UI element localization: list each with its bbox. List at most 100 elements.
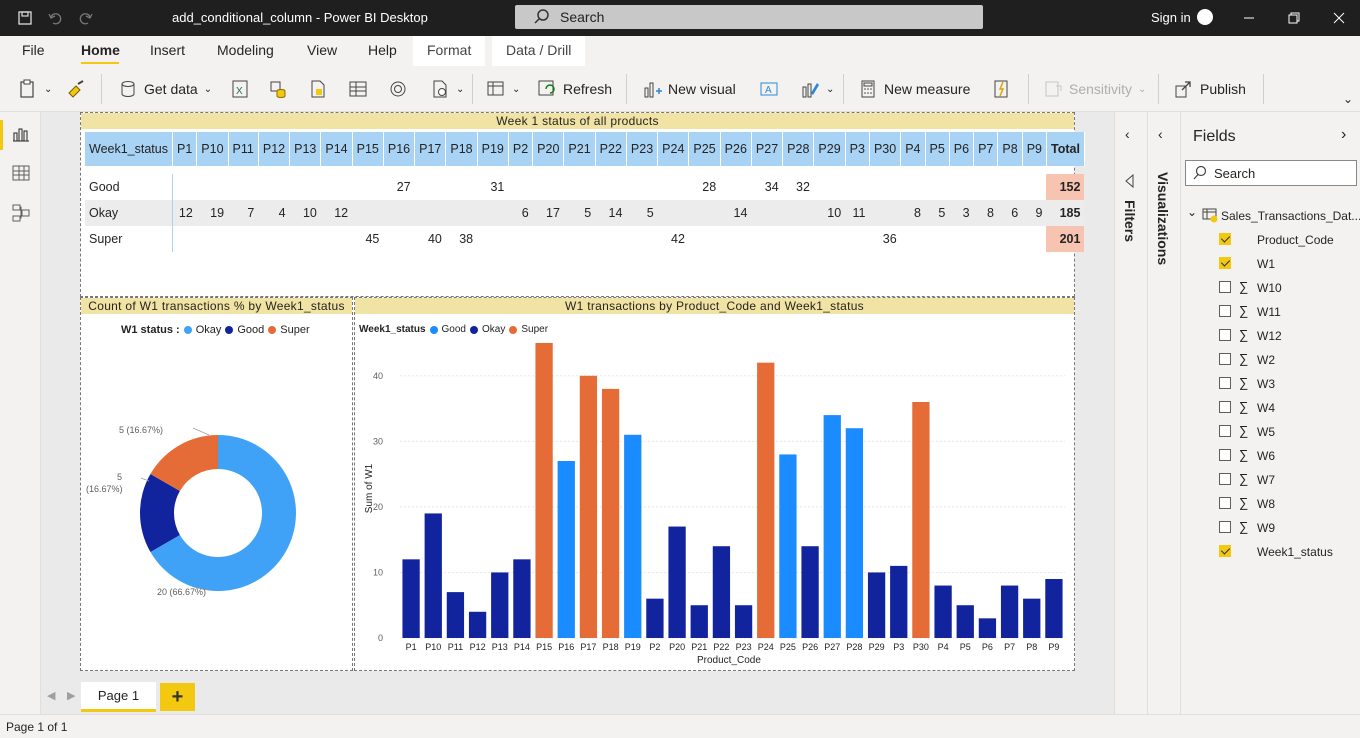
matrix-column-header[interactable]: P1 <box>172 132 198 166</box>
transform-data-button[interactable]: ⌄ <box>430 76 464 102</box>
undo-icon[interactable] <box>46 9 64 27</box>
field-item[interactable]: Product_Code <box>1181 228 1360 252</box>
bar-visual[interactable]: W1 transactions by Product_Code and Week… <box>354 297 1075 671</box>
bar-p11[interactable] <box>446 592 465 638</box>
bar-p17[interactable] <box>579 375 598 638</box>
field-checkbox[interactable] <box>1219 425 1231 437</box>
matrix-column-header[interactable]: P16 <box>383 132 416 166</box>
minimize-icon[interactable] <box>1240 9 1258 27</box>
tab-file[interactable]: File <box>22 42 45 58</box>
matrix-visual[interactable]: Week 1 status of all products Week1_stat… <box>80 112 1085 297</box>
bar-p18[interactable] <box>601 388 620 638</box>
matrix-row[interactable]: Okay 12 19 7 4 10 12 6 17 5 14 5 14 10 11 8 5 3 8 6 9 185 <box>85 200 1085 226</box>
field-checkbox[interactable] <box>1219 473 1231 485</box>
matrix-column-header[interactable]: P11 <box>228 132 259 166</box>
field-checkbox[interactable] <box>1219 377 1231 389</box>
scroll-left-icon[interactable]: ◀ <box>47 690 56 702</box>
new-visual-button[interactable]: New visual <box>642 76 736 102</box>
legend-label[interactable]: Okay <box>195 324 222 336</box>
excel-button[interactable]: X <box>230 76 250 102</box>
save-icon[interactable] <box>16 9 34 27</box>
model-view-icon[interactable] <box>11 203 31 223</box>
matrix-column-header[interactable]: P14 <box>320 132 353 166</box>
matrix-row[interactable]: Super 45 40 38 42 36 201 <box>85 226 1085 252</box>
redo-icon[interactable] <box>77 9 95 27</box>
matrix-column-header[interactable]: P20 <box>532 132 565 166</box>
matrix-row[interactable]: Good 27 31 28 34 32 152 <box>85 174 1085 200</box>
bar-p7[interactable] <box>1000 585 1019 638</box>
add-page-button[interactable]: + <box>160 683 195 711</box>
collapse-visualizations-icon[interactable]: ‹ <box>1158 126 1163 142</box>
legend-label[interactable]: Good <box>237 324 265 336</box>
field-checkbox[interactable] <box>1219 401 1231 413</box>
bar-p23[interactable] <box>734 605 753 638</box>
field-checkbox[interactable] <box>1219 545 1231 557</box>
matrix-column-header[interactable]: P3 <box>845 132 870 166</box>
bar-p6[interactable] <box>978 618 997 638</box>
get-data-button[interactable]: Get data ⌄ <box>118 76 212 102</box>
avatar[interactable] <box>1197 9 1213 25</box>
dataset-button[interactable] <box>268 76 288 102</box>
field-item[interactable]: ∑ W7 <box>1181 468 1360 492</box>
matrix-column-header[interactable]: P29 <box>813 132 846 166</box>
bar-p30[interactable] <box>912 402 930 638</box>
bar-p12[interactable] <box>468 611 487 638</box>
sensitivity-button[interactable]: Sensitivity ⌄ <box>1043 76 1146 102</box>
donut-slice-good[interactable] <box>140 474 180 552</box>
tab-home[interactable]: Home <box>81 42 120 58</box>
matrix-column-header[interactable]: P9 <box>1022 132 1047 166</box>
scroll-right-icon[interactable]: ▶ <box>67 690 76 702</box>
chevron-down-icon[interactable]: ⌄ <box>1187 205 1198 219</box>
matrix-column-header[interactable]: P4 <box>900 132 926 166</box>
sign-in-link[interactable]: Sign in <box>1151 10 1191 25</box>
bar-p5[interactable] <box>956 605 974 638</box>
bar-p8[interactable] <box>1023 598 1041 638</box>
matrix-column-header[interactable]: P15 <box>352 132 384 166</box>
matrix-column-header[interactable]: P23 <box>626 132 659 166</box>
bar-p26[interactable] <box>801 546 819 638</box>
tab-modeling[interactable]: Modeling <box>217 42 274 58</box>
recent-sources-button[interactable] <box>388 76 408 102</box>
field-item[interactable]: ∑ W8 <box>1181 492 1360 516</box>
legend-label[interactable]: Good <box>441 324 466 335</box>
bar-p4[interactable] <box>934 585 952 638</box>
text-box-button[interactable]: A <box>759 76 779 102</box>
matrix-column-header[interactable]: P10 <box>196 132 229 166</box>
visualizations-pane[interactable]: ‹ Visualizations <box>1147 112 1180 714</box>
close-icon[interactable] <box>1330 9 1348 27</box>
matrix-column-header[interactable]: P22 <box>595 132 627 166</box>
donut-slice-okay[interactable] <box>150 435 296 591</box>
bar-p10[interactable] <box>424 513 442 638</box>
format-painter-button[interactable] <box>66 76 86 102</box>
field-checkbox[interactable] <box>1219 305 1231 317</box>
matrix-column-header[interactable]: P19 <box>477 132 509 166</box>
matrix-column-header[interactable]: P25 <box>688 132 721 166</box>
matrix-column-header[interactable]: P7 <box>973 132 999 166</box>
field-item[interactable]: Week1_status <box>1181 540 1360 564</box>
legend-label[interactable]: Super <box>521 324 549 335</box>
bar-p9[interactable] <box>1045 579 1063 638</box>
filters-pane[interactable]: ‹ Filters <box>1114 112 1147 714</box>
fields-table-row[interactable]: ⌄ Sales_Transactions_Dat... <box>1181 204 1360 228</box>
refresh-button[interactable]: Refresh <box>537 76 612 102</box>
matrix-column-header[interactable]: P28 <box>782 132 815 166</box>
bar-p20[interactable] <box>668 526 686 638</box>
matrix-column-header[interactable]: P18 <box>445 132 478 166</box>
field-item[interactable]: ∑ W4 <box>1181 396 1360 420</box>
field-checkbox[interactable] <box>1219 233 1231 245</box>
tab-data-drill[interactable]: Data / Drill <box>492 36 586 66</box>
enter-data-button[interactable] <box>348 76 368 102</box>
field-item[interactable]: ∑ W12 <box>1181 324 1360 348</box>
queries-button[interactable]: ⌄ <box>486 76 520 102</box>
field-item[interactable]: ∑ W11 <box>1181 300 1360 324</box>
bar-p19[interactable] <box>624 434 642 638</box>
bar-p15[interactable] <box>535 343 553 638</box>
donut-visual[interactable]: Count of W1 transactions % by Week1_stat… <box>80 297 353 671</box>
bar-p14[interactable] <box>513 559 531 638</box>
matrix-column-header[interactable]: P30 <box>869 132 902 166</box>
matrix-row-header[interactable]: Week1_status <box>85 132 173 166</box>
report-view-icon[interactable] <box>11 124 31 144</box>
field-item[interactable]: W1 <box>1181 252 1360 276</box>
bar-p29[interactable] <box>867 572 886 638</box>
matrix-column-header[interactable]: P26 <box>720 132 752 166</box>
